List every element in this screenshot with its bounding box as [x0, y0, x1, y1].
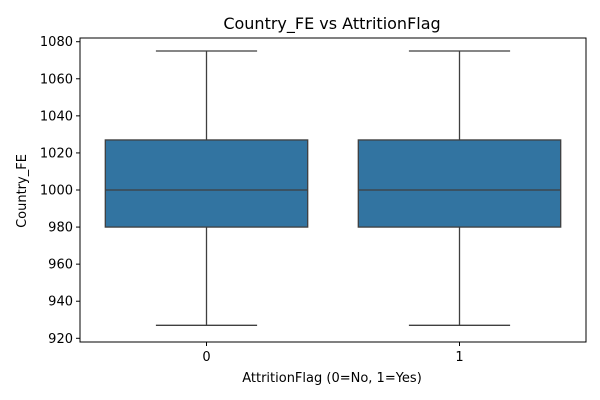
y-axis-label: Country_FE	[15, 154, 30, 228]
y-tick-label: 1000	[40, 184, 73, 199]
y-tick-label: 920	[48, 332, 73, 347]
y-tick-label: 1020	[40, 146, 73, 161]
box-iqr	[104, 139, 309, 228]
y-tick-label: 1080	[40, 35, 73, 50]
x-tick-label: 1	[455, 350, 463, 365]
x-axis-label: AttritionFlag (0=No, 1=Yes)	[242, 371, 422, 386]
plot-area: 920 940 960 980 1000 1020 1040 1060 1080 0 1	[40, 35, 587, 365]
chart-title: Country_FE vs AttritionFlag	[223, 14, 440, 34]
y-tick-label: 960	[48, 258, 73, 273]
x-tick-label: 0	[202, 350, 210, 365]
box-iqr	[357, 139, 562, 228]
y-tick-label: 1040	[40, 109, 73, 124]
y-tick-label: 980	[48, 221, 73, 236]
y-tick-label: 940	[48, 295, 73, 310]
y-tick-label: 1060	[40, 72, 73, 87]
